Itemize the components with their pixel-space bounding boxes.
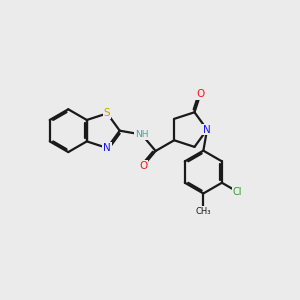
Text: O: O — [196, 89, 205, 99]
Text: NH: NH — [135, 130, 148, 139]
Text: O: O — [139, 161, 147, 171]
Text: CH₃: CH₃ — [196, 207, 211, 216]
Text: N: N — [103, 143, 111, 153]
Text: S: S — [104, 108, 110, 118]
Text: Cl: Cl — [233, 187, 242, 197]
Text: N: N — [203, 124, 211, 135]
